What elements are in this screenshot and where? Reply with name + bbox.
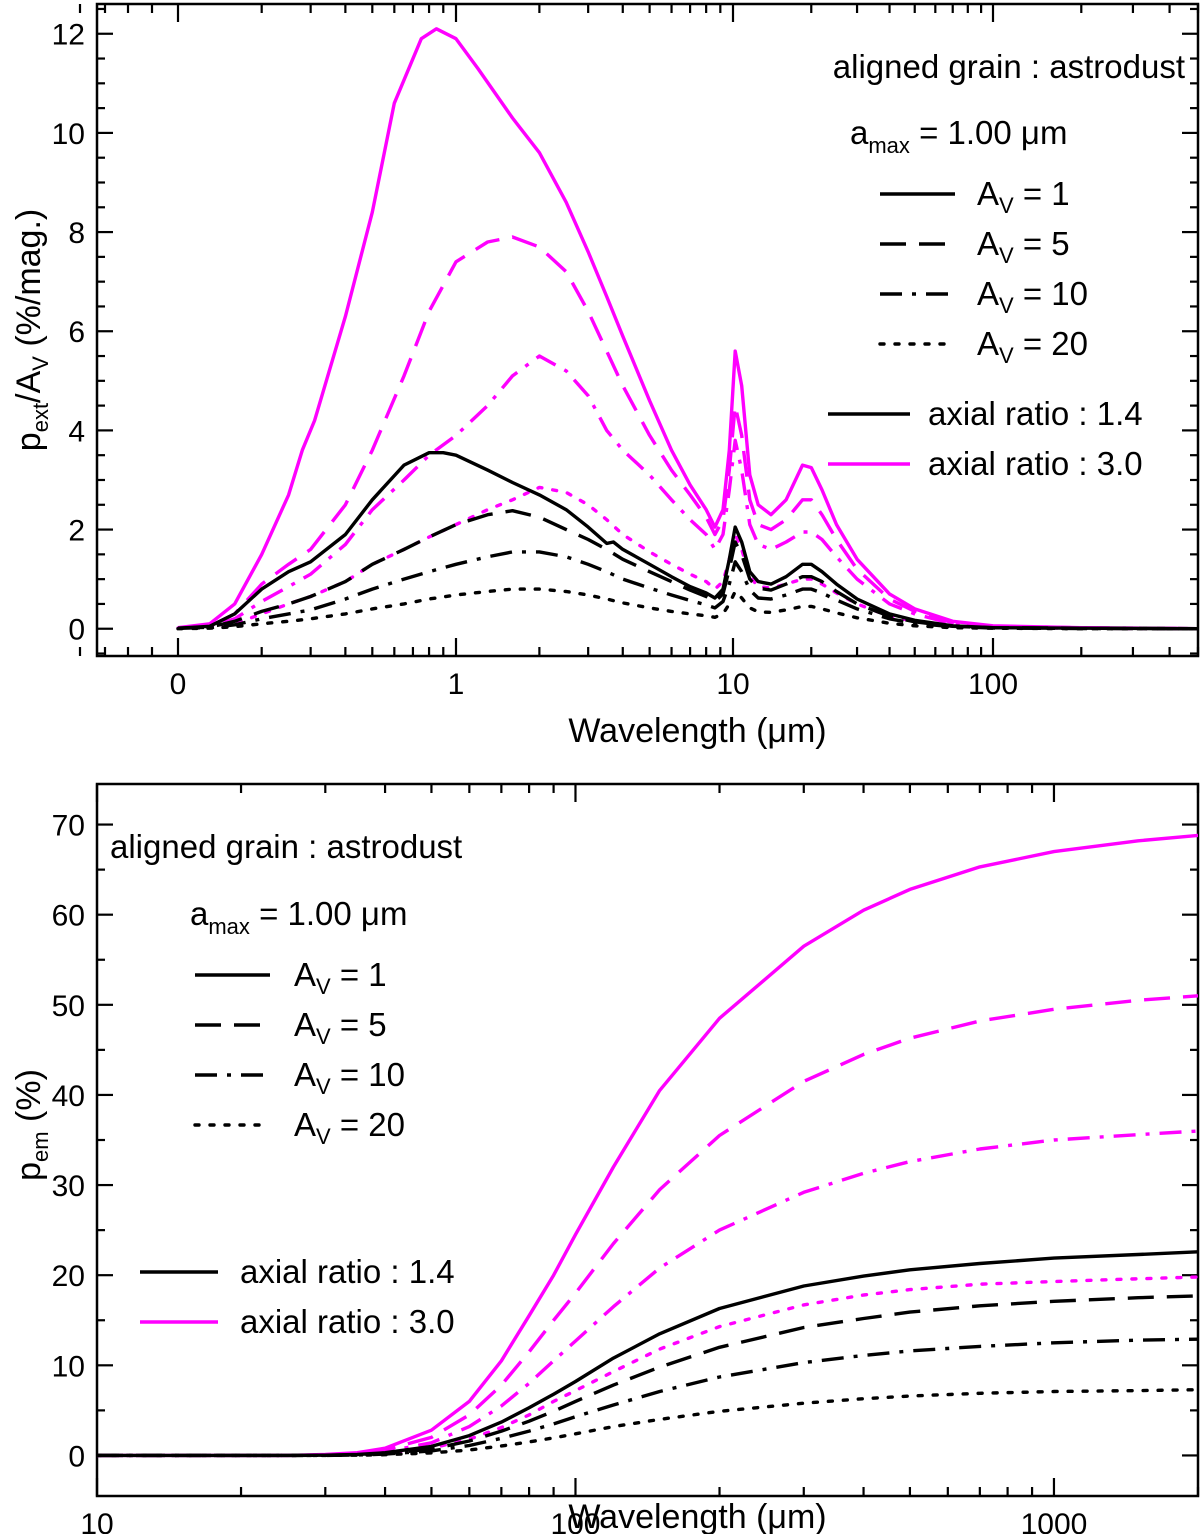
y-tick-label: 0	[68, 1440, 85, 1473]
x-tick-label: 10	[716, 668, 749, 701]
series-magenta-solid	[97, 833, 1198, 1458]
series-group	[97, 833, 1198, 1458]
series-black-solid	[177, 451, 1198, 631]
x-tick-label: 100	[968, 668, 1018, 701]
x-axis-label: Wavelength (μm)	[568, 712, 826, 750]
annotation-title: aligned grain : astrodust	[833, 48, 1185, 85]
plot-frame	[95, 782, 1200, 1498]
y-tick-label: 10	[52, 1350, 85, 1383]
legend-label-av: AV = 10	[977, 275, 1088, 318]
x-tick-label: 100	[550, 1508, 600, 1534]
y-axis-label: pext/AV (%/mag.)	[10, 209, 53, 451]
annotation-title: aligned grain : astrodust	[110, 828, 462, 865]
series-black-dashdot	[177, 550, 1198, 631]
y-tick-label: 2	[68, 515, 85, 548]
series-magenta-dashdot	[177, 354, 1198, 631]
y-tick-label: 8	[68, 217, 85, 250]
legend-label-av: AV = 10	[294, 1056, 405, 1099]
y-tick-label: 70	[52, 810, 85, 843]
y-tick-label: 30	[52, 1170, 85, 1203]
legend-label-av: AV = 20	[977, 325, 1088, 368]
x-tick-label: 0	[170, 668, 187, 701]
x-tick-label: 10	[80, 1508, 113, 1534]
y-tick-label: 10	[52, 118, 85, 151]
series-black-dashed	[177, 509, 1198, 631]
y-axis-label: pem (%)	[10, 1069, 53, 1181]
series-group	[176, 27, 1198, 631]
series-black-dotted	[176, 587, 1198, 631]
series-magenta-dashdot	[97, 1129, 1198, 1458]
y-tick-label: 4	[68, 415, 85, 448]
legend-label-av: AV = 1	[294, 956, 387, 999]
plot-frame	[95, 2, 1200, 658]
legend-label-av: AV = 5	[294, 1006, 387, 1049]
legend-label-av: AV = 1	[977, 175, 1070, 218]
annotation-amax: amax = 1.00 μm	[190, 895, 407, 939]
y-tick-label: 12	[52, 19, 85, 52]
y-tick-label: 50	[52, 990, 85, 1023]
series-black-dotted	[97, 1388, 1198, 1458]
series-magenta-dashed	[177, 235, 1198, 631]
y-tick-label: 20	[52, 1260, 85, 1293]
x-tick-label: 1000	[1021, 1508, 1088, 1534]
legend-label-av: AV = 20	[294, 1106, 405, 1149]
y-tick-label: 0	[68, 614, 85, 647]
series-magenta-dashed	[97, 994, 1198, 1458]
legend-label-ratio: axial ratio : 3.0	[928, 445, 1143, 482]
series-black-dashed	[97, 1294, 1198, 1458]
legend-label-ratio: axial ratio : 3.0	[240, 1303, 455, 1340]
series-magenta-solid	[177, 27, 1198, 631]
legend-label-av: AV = 5	[977, 225, 1070, 268]
top-chart: 0 2 4 6 8 10 12 0 1 10 100 Wavelength (μm) pext/AV (…	[10, 2, 1200, 750]
x-tick-label: 1	[448, 668, 465, 701]
legend-label-ratio: axial ratio : 1.4	[928, 395, 1143, 432]
bottom-chart: 0 10 20 30 40 50 60 70 10 100 1000 Wavelength (μm) p…	[10, 782, 1200, 1534]
annotation-amax: amax = 1.00 μm	[850, 114, 1067, 158]
x-axis-label: Wavelength (μm)	[568, 1498, 826, 1534]
legend-label-ratio: axial ratio : 1.4	[240, 1253, 455, 1290]
y-tick-label: 40	[52, 1080, 85, 1113]
y-tick-label: 60	[52, 900, 85, 933]
y-tick-label: 6	[68, 316, 85, 349]
